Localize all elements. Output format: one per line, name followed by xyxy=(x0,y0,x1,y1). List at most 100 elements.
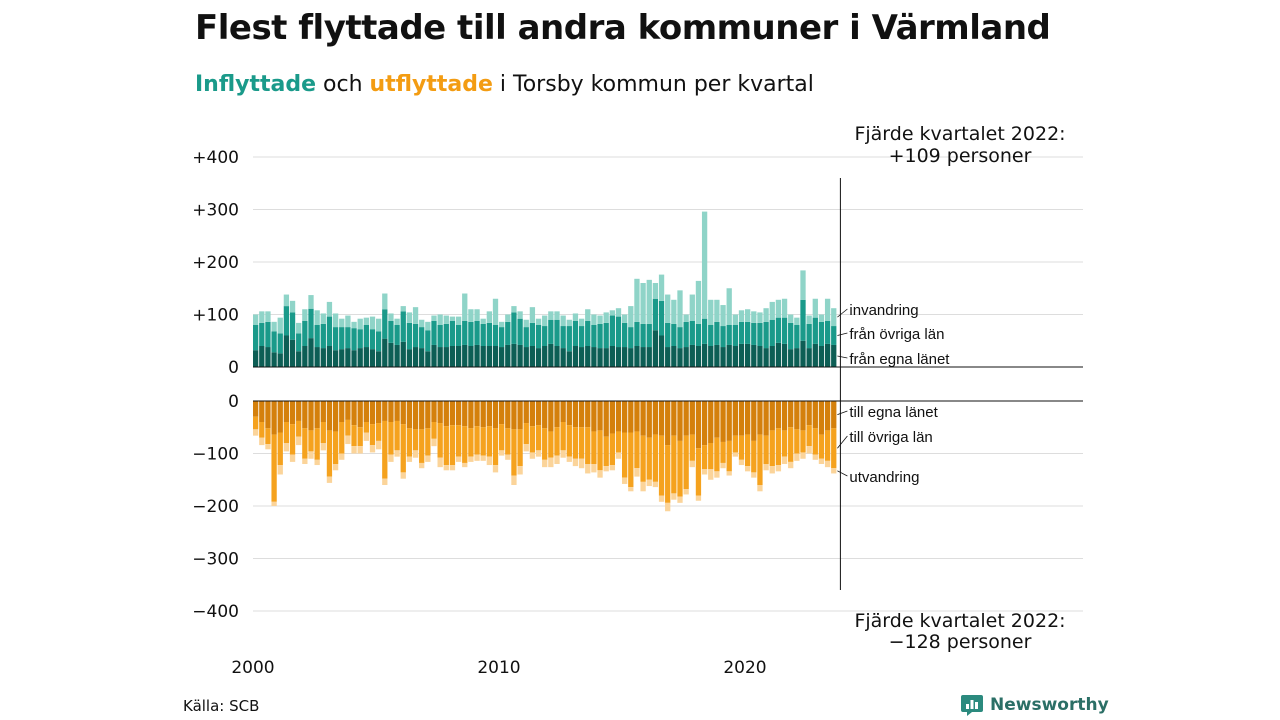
bar-in-invandring xyxy=(542,315,548,327)
bar-in-ovriga xyxy=(449,320,456,346)
bar-out-egna xyxy=(314,401,320,429)
bar-in-egna xyxy=(677,348,683,367)
bar-in-invandring xyxy=(363,317,369,325)
bar-out-utvandring xyxy=(788,461,794,469)
bar-out-utvandring xyxy=(591,464,597,473)
bar-out-ovriga xyxy=(652,434,659,482)
bar-out-ovriga xyxy=(708,443,714,470)
bar-in-egna xyxy=(806,348,812,367)
label-leader-line xyxy=(837,435,848,449)
y-tick-label: −400 xyxy=(192,602,239,622)
bar-out-egna xyxy=(523,401,529,424)
bar-in-ovriga xyxy=(535,325,542,349)
bar-in-egna xyxy=(634,346,640,367)
bar-out-ovriga xyxy=(474,426,480,455)
bar-out-ovriga xyxy=(339,422,345,454)
bar-in-egna xyxy=(332,350,339,367)
bar-out-ovriga xyxy=(351,425,357,447)
bar-out-egna xyxy=(259,401,265,422)
bar-in-egna xyxy=(812,343,818,367)
chart-title: Flest flyttade till andra kommuner i Vär… xyxy=(195,8,1051,48)
bar-in-ovriga xyxy=(800,299,806,341)
bar-in-egna xyxy=(609,346,615,367)
bar-in-ovriga xyxy=(812,317,818,344)
bar-out-egna xyxy=(757,401,763,435)
bar-in-egna xyxy=(535,348,542,367)
bar-out-ovriga xyxy=(443,426,449,466)
bar-in-ovriga xyxy=(781,317,788,344)
bar-out-utvandring xyxy=(332,464,339,471)
bar-out-ovriga xyxy=(824,430,831,461)
bar-out-egna xyxy=(634,401,640,432)
bar-out-utvandring xyxy=(271,501,277,506)
series-label-out: till egna länet xyxy=(849,404,938,421)
bar-out-utvandring xyxy=(720,462,726,469)
bar-in-invandring xyxy=(689,294,695,321)
bar-in-ovriga xyxy=(751,322,757,345)
bar-in-ovriga xyxy=(677,327,683,349)
bar-in-ovriga xyxy=(486,322,492,346)
y-tick-label: +300 xyxy=(192,201,239,221)
bar-in-ovriga xyxy=(376,331,382,352)
bar-in-invandring xyxy=(505,314,511,322)
series-label-out: till övriga län xyxy=(849,429,932,446)
bar-in-ovriga xyxy=(505,321,511,345)
bar-out-ovriga xyxy=(523,423,529,445)
bar-in-invandring xyxy=(332,313,339,328)
bar-in-ovriga xyxy=(745,321,751,344)
bar-in-invandring xyxy=(695,280,702,324)
bar-in-ovriga xyxy=(345,327,351,349)
bar-out-utvandring xyxy=(289,454,296,462)
bar-out-ovriga xyxy=(806,425,812,447)
bar-out-utvandring xyxy=(339,453,345,460)
bar-out-utvandring xyxy=(394,450,400,457)
bar-in-egna xyxy=(523,347,529,367)
bar-in-invandring xyxy=(499,321,505,328)
annotation-top-line1: Fjärde kvartalet 2022: xyxy=(854,123,1065,145)
bar-in-egna xyxy=(351,350,357,367)
bar-in-invandring xyxy=(818,314,825,322)
bar-in-invandring xyxy=(345,315,351,328)
bar-out-utvandring xyxy=(326,476,333,483)
bar-in-ovriga xyxy=(788,322,794,350)
bar-out-ovriga xyxy=(517,429,523,467)
bar-out-ovriga xyxy=(818,434,825,459)
bar-out-egna xyxy=(505,401,511,429)
bar-in-invandring xyxy=(535,318,542,325)
bar-in-egna xyxy=(406,349,413,367)
bar-in-invandring xyxy=(757,312,763,323)
bar-in-ovriga xyxy=(578,326,585,348)
bar-in-ovriga xyxy=(646,323,652,348)
bar-in-ovriga xyxy=(591,325,597,348)
bar-in-invandring xyxy=(548,311,554,320)
bar-out-utvandring xyxy=(658,495,665,502)
bar-out-egna xyxy=(652,401,659,435)
bar-out-egna xyxy=(794,401,800,430)
y-tick-label: +400 xyxy=(192,148,239,168)
bar-in-ovriga xyxy=(388,320,394,343)
bar-in-ovriga xyxy=(400,311,406,342)
bar-in-egna xyxy=(431,344,437,367)
bar-out-utvandring xyxy=(701,469,708,475)
bar-in-invandring xyxy=(259,311,265,323)
bar-in-invandring xyxy=(486,311,492,323)
bar-in-egna xyxy=(757,346,763,367)
bar-in-invandring xyxy=(511,306,517,313)
bar-in-ovriga xyxy=(775,317,782,343)
bar-in-ovriga xyxy=(640,323,646,348)
bar-out-utvandring xyxy=(302,458,308,464)
bar-in-invandring xyxy=(745,309,751,322)
bar-out-egna xyxy=(615,401,622,432)
bar-in-ovriga xyxy=(523,327,529,348)
bar-in-egna xyxy=(554,346,560,367)
bar-out-egna xyxy=(646,401,652,438)
bar-out-utvandring xyxy=(769,466,775,474)
bar-in-invandring xyxy=(720,305,726,327)
bar-out-egna xyxy=(800,401,806,431)
bar-in-egna xyxy=(597,348,603,367)
bar-out-utvandring xyxy=(369,445,376,453)
bar-in-invandring xyxy=(560,315,566,327)
bar-out-egna xyxy=(406,401,413,429)
bar-out-ovriga xyxy=(277,432,283,466)
y-tick-label: 0 xyxy=(228,392,239,412)
